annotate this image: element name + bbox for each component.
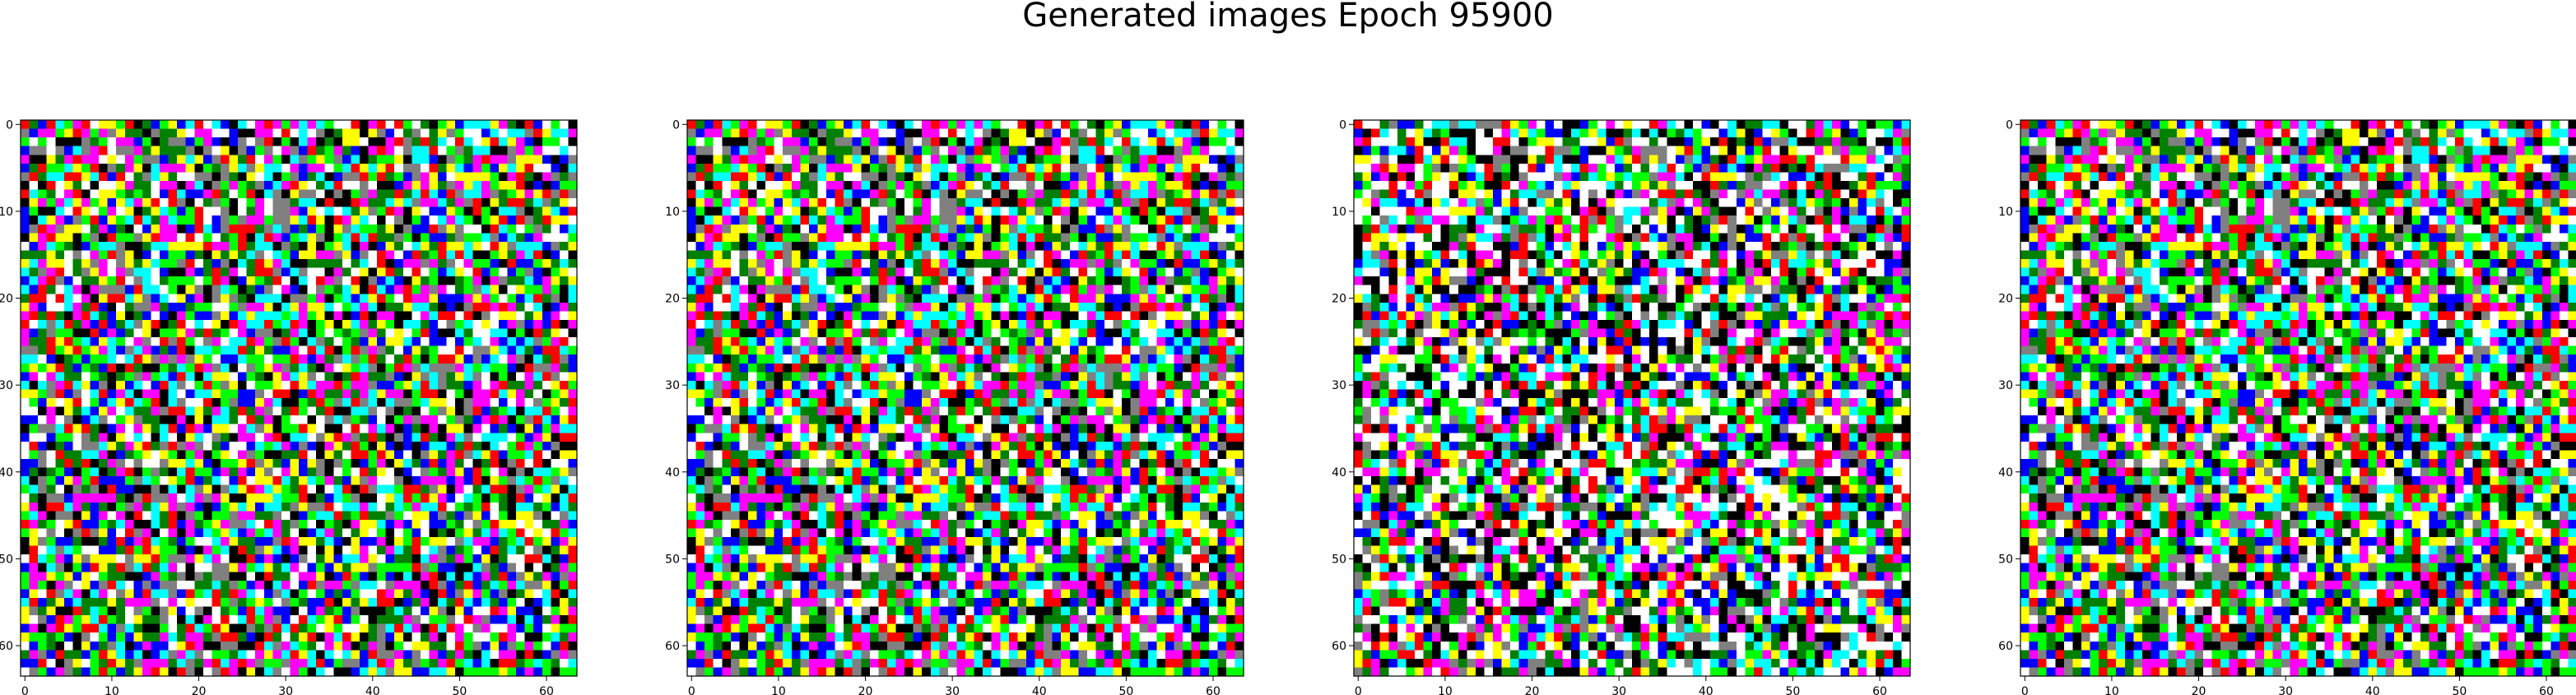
image-2-xtick-label: 40 <box>1032 685 1047 695</box>
image-1-ytick-label: 0 <box>6 118 13 132</box>
image-3-xtick-label: 60 <box>1872 685 1887 695</box>
image-1-xtick-label: 60 <box>539 685 554 695</box>
image-2-xtick-label: 50 <box>1118 685 1133 695</box>
image-1-ytick-label: 20 <box>0 293 13 306</box>
image-4-ytick-label: 40 <box>1998 466 2013 480</box>
image-3-xtick-label: 50 <box>1785 685 1800 695</box>
image-4-xtick-label: 40 <box>2365 685 2380 695</box>
image-2-pixels <box>687 120 1244 677</box>
image-1-ytick-label: 60 <box>0 640 13 653</box>
image-3-ytick-label: 30 <box>1332 379 1346 392</box>
image-3-ytick-label: 50 <box>1332 553 1346 566</box>
image-1-frame <box>20 119 578 677</box>
image-4-xtick-label: 60 <box>2539 685 2554 695</box>
image-2-ytick-label: 30 <box>665 379 680 392</box>
image-2-ytick-label: 0 <box>672 118 680 132</box>
image-3-xtick-label: 0 <box>1355 685 1362 695</box>
image-2-ytick-label: 10 <box>665 206 680 219</box>
image-1-xtick-label: 50 <box>452 685 467 695</box>
image-2-xtick-label: 20 <box>858 685 873 695</box>
image-3-xtick-label: 20 <box>1525 685 1540 695</box>
image-3-xtick-label: 10 <box>1438 685 1453 695</box>
image-2-xtick-label: 10 <box>771 685 786 695</box>
figure-title: Generated images Epoch 95900 <box>1022 0 1554 35</box>
image-1-xtick-label: 0 <box>21 685 29 695</box>
panel-image-3: 0 10 20 30 40 50 60 0 10 20 30 40 50 60 <box>1332 118 1911 695</box>
image-1-xtick-label: 30 <box>278 685 293 695</box>
image-2-ytick-label: 20 <box>665 293 680 306</box>
image-2-xtick-label: 0 <box>688 685 695 695</box>
image-3-ytick-label: 10 <box>1332 206 1346 219</box>
image-2-ytick-label: 60 <box>665 640 680 653</box>
image-3-ytick-label: 0 <box>1339 118 1346 132</box>
image-4-xtick-label: 0 <box>2021 685 2029 695</box>
image-3-ytick-label: 40 <box>1332 466 1346 480</box>
image-3-pixels <box>1354 120 1911 677</box>
image-1-ytick-label: 40 <box>0 466 13 480</box>
image-3-xtick-label: 40 <box>1699 685 1713 695</box>
image-4-frame <box>2020 119 2576 677</box>
image-3-frame <box>1353 119 1911 677</box>
panel-image-1: 0 10 20 30 40 50 60 0 10 20 30 40 50 60 <box>0 118 578 695</box>
image-2-ytick-label: 40 <box>665 466 680 480</box>
image-4-ytick-label: 50 <box>1998 553 2013 566</box>
image-1-xtick-label: 10 <box>105 685 119 695</box>
image-4-xtick-label: 10 <box>2104 685 2119 695</box>
image-4-pixels <box>2020 120 2576 677</box>
panel-image-2: 0 10 20 30 40 50 60 0 10 20 30 40 50 60 <box>665 118 1244 695</box>
image-4-xtick-label: 20 <box>2192 685 2206 695</box>
image-1-ytick-label: 10 <box>0 206 13 219</box>
image-3-ytick-label: 60 <box>1332 640 1346 653</box>
image-1-xtick-label: 20 <box>192 685 207 695</box>
image-2-xtick-label: 30 <box>945 685 960 695</box>
image-1-ytick-label: 30 <box>0 379 13 392</box>
image-1-pixels <box>21 120 578 677</box>
image-4-ytick-label: 60 <box>1998 640 2013 653</box>
image-4-xtick-label: 30 <box>2278 685 2293 695</box>
image-3-ytick-label: 20 <box>1332 293 1346 306</box>
image-2-xtick-label: 60 <box>1206 685 1221 695</box>
image-1-xtick-label: 40 <box>365 685 380 695</box>
panel-image-4: 0 10 20 30 40 50 60 0 10 20 30 40 50 60 <box>1998 118 2576 695</box>
image-4-ytick-label: 30 <box>1998 379 2013 392</box>
image-3-xtick-label: 30 <box>1611 685 1626 695</box>
image-1-ytick-label: 50 <box>0 553 13 566</box>
image-2-ytick-label: 50 <box>665 553 680 566</box>
image-4-ytick-label: 10 <box>1998 206 2013 219</box>
image-2-frame <box>686 119 1244 677</box>
image-4-xtick-label: 50 <box>2452 685 2467 695</box>
image-4-ytick-label: 0 <box>2006 118 2013 132</box>
image-4-ytick-label: 20 <box>1998 293 2013 306</box>
